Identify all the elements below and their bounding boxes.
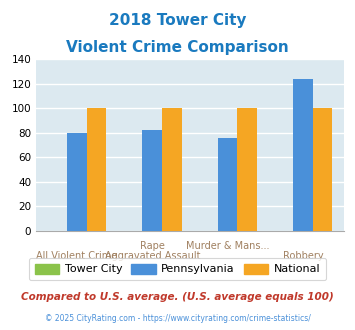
Bar [313, 109, 332, 231]
Bar [142, 130, 162, 231]
Text: Compared to U.S. average. (U.S. average equals 100): Compared to U.S. average. (U.S. average … [21, 292, 334, 302]
Text: 2018 Tower City: 2018 Tower City [109, 13, 246, 28]
Bar [87, 109, 106, 231]
Text: Robbery: Robbery [283, 250, 323, 261]
Bar [218, 138, 237, 231]
Bar [67, 133, 87, 231]
Bar [237, 109, 257, 231]
Text: Rape: Rape [140, 241, 165, 251]
Text: All Violent Crime: All Violent Crime [36, 250, 118, 261]
Bar [162, 109, 182, 231]
Text: Aggravated Assault: Aggravated Assault [104, 250, 200, 261]
Text: Violent Crime Comparison: Violent Crime Comparison [66, 40, 289, 54]
Text: © 2025 CityRating.com - https://www.cityrating.com/crime-statistics/: © 2025 CityRating.com - https://www.city… [45, 314, 310, 323]
Text: Murder & Mans...: Murder & Mans... [186, 241, 269, 251]
Legend: Tower City, Pennsylvania, National: Tower City, Pennsylvania, National [29, 258, 326, 280]
Bar [293, 79, 313, 231]
